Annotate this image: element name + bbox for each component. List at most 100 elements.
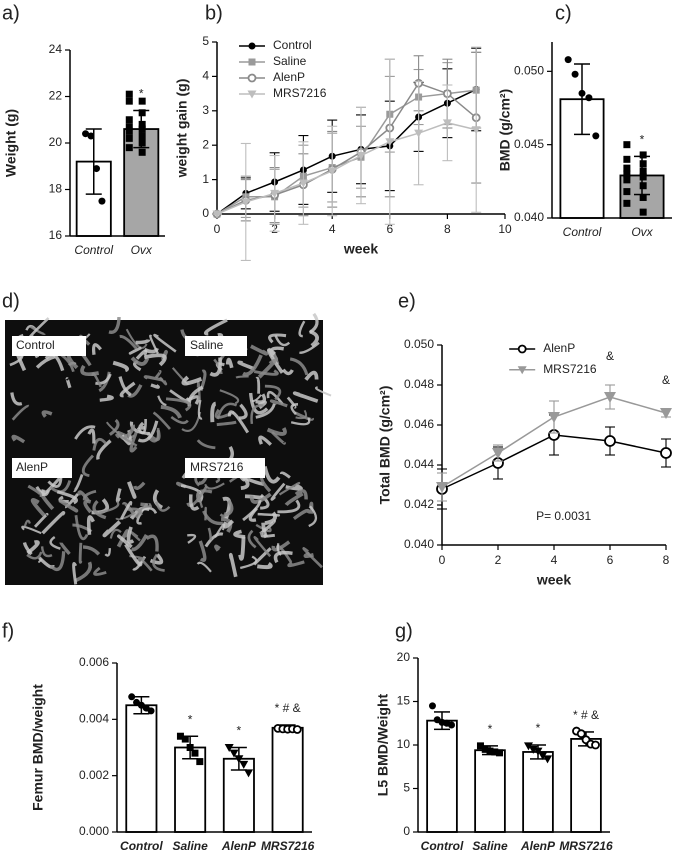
trabecula: [223, 499, 234, 518]
series-line: [216, 88, 477, 215]
x-tick-label: Saline: [472, 839, 508, 853]
trabecula: [238, 536, 246, 561]
marker: [623, 199, 631, 207]
trabecula: [82, 489, 97, 501]
marker: [639, 173, 647, 181]
trabecula: [287, 560, 305, 568]
trabecula: [41, 510, 66, 535]
trabecula: [165, 397, 192, 412]
trabecula: [273, 550, 293, 564]
trabecula: [35, 485, 50, 497]
note: P= 0.0031: [536, 509, 591, 523]
marker: [247, 90, 257, 99]
trabecula: [119, 334, 138, 350]
marker: [448, 721, 456, 729]
marker: [471, 126, 481, 135]
marker: [356, 152, 366, 161]
marker: [82, 130, 90, 138]
x-tick-label: 6: [607, 553, 614, 567]
marker: [476, 742, 484, 750]
marker: [270, 189, 280, 198]
bar: [125, 704, 158, 833]
trabecula: [256, 561, 273, 570]
trabecula: [266, 427, 287, 436]
trabecula: [304, 370, 319, 381]
trabecula: [22, 542, 33, 556]
trabecula: [196, 439, 216, 450]
marker: [248, 42, 256, 50]
trabecula: [83, 499, 93, 514]
annotation: *: [188, 712, 193, 726]
trabecula: [290, 417, 311, 426]
trabecula: [112, 360, 130, 373]
trabecula: [187, 533, 197, 544]
trabecula: [10, 392, 23, 406]
trabecula: [74, 561, 92, 583]
trabecula: [264, 384, 282, 401]
bar: [570, 738, 602, 833]
y-tick-label: 0.046: [404, 417, 434, 431]
trabecula: [186, 485, 208, 508]
image-label: Control: [16, 338, 55, 352]
trabecula: [99, 394, 114, 402]
marker: [604, 392, 616, 403]
marker: [125, 127, 133, 135]
marker: [623, 155, 631, 163]
trabecula: [82, 545, 101, 556]
trabecula: [118, 376, 132, 397]
trabecula: [91, 372, 102, 388]
marker: [660, 447, 672, 459]
trabecula: [92, 437, 107, 451]
trabecula: [41, 410, 53, 418]
trabecula: [73, 473, 84, 493]
marker: [660, 408, 672, 419]
x-tick-label: MRS7216: [559, 839, 613, 853]
trabecula: [23, 519, 31, 527]
trabecula: [196, 561, 212, 573]
marker: [191, 749, 199, 757]
trabecula: [152, 411, 171, 430]
panel-label: g): [395, 620, 413, 642]
bar: [474, 749, 506, 833]
x-tick-label: 6: [386, 222, 393, 236]
y-axis-label: weight gain (g): [174, 79, 190, 179]
marker: [176, 732, 184, 740]
marker: [92, 165, 100, 173]
marker: [87, 132, 95, 140]
trabecula: [136, 418, 147, 435]
trabecula: [262, 465, 281, 484]
trabecula: [157, 395, 167, 407]
x-tick-label: 0: [439, 553, 446, 567]
image-label: AlenP: [16, 460, 48, 474]
marker: [234, 755, 244, 764]
y-axis-label: BMD (g/cm²): [497, 89, 513, 171]
marker: [385, 138, 395, 147]
marker: [436, 482, 448, 493]
trabecula: [155, 501, 171, 512]
panel-label: e): [398, 290, 416, 312]
trabecula: [152, 553, 165, 572]
marker: [571, 70, 579, 78]
marker: [125, 97, 133, 105]
trabecula: [49, 551, 66, 571]
trabecula: [127, 481, 137, 499]
trabecula: [248, 392, 269, 415]
trabecula: [128, 346, 142, 355]
trabecula: [138, 421, 146, 430]
marker: [181, 735, 189, 743]
legend-label: Saline: [273, 54, 307, 68]
marker: [538, 751, 548, 760]
legend-label: AlenP: [273, 70, 305, 84]
trabecula: [294, 489, 308, 500]
y-tick-label: 1: [202, 172, 209, 186]
y-tick-label: 3: [202, 103, 209, 117]
y-axis-label: Femur BMD/weight: [30, 684, 46, 811]
trabecula: [242, 500, 262, 522]
x-axis-label: week: [343, 241, 378, 257]
trabecula: [198, 540, 207, 562]
trabecula: [92, 499, 107, 520]
marker: [138, 109, 146, 117]
marker: [533, 747, 543, 756]
x-tick-label: 10: [498, 222, 512, 236]
panel-label: f): [2, 620, 14, 642]
